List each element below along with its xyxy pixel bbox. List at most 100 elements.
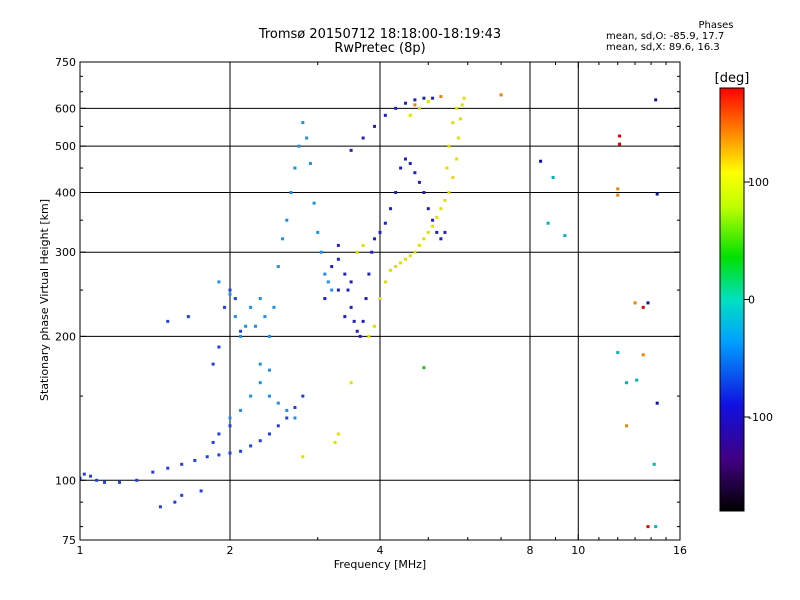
data-point <box>362 244 365 247</box>
data-point <box>413 98 416 101</box>
data-point <box>654 98 657 101</box>
data-point <box>343 273 346 276</box>
x-tick-label: 8 <box>527 544 534 557</box>
data-point <box>409 114 412 117</box>
data-point <box>289 191 292 194</box>
series-6 <box>547 176 658 528</box>
data-point <box>259 363 262 366</box>
series-1 <box>217 121 333 419</box>
data-point <box>268 335 271 338</box>
data-point <box>439 207 442 210</box>
series-0 <box>79 289 305 509</box>
data-point <box>83 473 86 476</box>
data-point <box>409 254 412 257</box>
data-point <box>234 297 237 300</box>
data-point <box>634 301 637 304</box>
phase-stats-heading: Phases <box>606 20 796 31</box>
data-point <box>435 231 438 234</box>
data-point <box>373 125 376 128</box>
data-point <box>223 306 226 309</box>
data-point <box>656 193 659 196</box>
data-point <box>212 363 215 366</box>
data-point <box>451 176 454 179</box>
data-point <box>443 199 446 202</box>
data-point <box>455 107 458 110</box>
data-point <box>285 416 288 419</box>
axis-ticks: 1 2 4 8 10 16 75 100 200 300 400 500 600 750 <box>55 56 687 557</box>
data-point <box>239 450 242 453</box>
data-point <box>353 320 356 323</box>
data-point <box>187 315 190 318</box>
data-point <box>285 409 288 412</box>
data-point <box>337 258 340 261</box>
phase-stats-x: mean, sd,X: 89.6, 16.3 <box>606 42 796 53</box>
series-4 <box>413 93 644 427</box>
data-point <box>350 306 353 309</box>
data-point <box>193 459 196 462</box>
data-point <box>418 181 421 184</box>
data-point <box>618 143 621 146</box>
colorbar-tick-label: 0 <box>748 294 755 307</box>
data-point <box>239 409 242 412</box>
data-point <box>151 471 154 474</box>
y-tick-label: 200 <box>55 330 76 343</box>
data-point <box>373 237 376 240</box>
data-point <box>413 103 416 106</box>
data-point <box>394 265 397 268</box>
data-point <box>330 265 333 268</box>
data-point <box>356 251 359 254</box>
data-point <box>259 381 262 384</box>
x-tick-label: 16 <box>673 544 687 557</box>
data-point <box>350 149 353 152</box>
data-point <box>293 416 296 419</box>
data-point <box>547 222 550 225</box>
data-point <box>379 231 382 234</box>
data-point <box>646 301 649 304</box>
x-tick-label: 2 <box>227 544 234 557</box>
data-point <box>461 103 464 106</box>
data-point <box>399 261 402 264</box>
data-point <box>625 381 628 384</box>
chart-subtitle: RwPretec (8p) <box>230 42 530 56</box>
data-point <box>389 269 392 272</box>
data-point <box>431 219 434 222</box>
y-tick-label: 750 <box>55 56 76 69</box>
data-point <box>217 346 220 349</box>
data-point <box>337 432 340 435</box>
data-point <box>285 219 288 222</box>
data-point <box>166 467 169 470</box>
data-point <box>272 306 275 309</box>
data-point <box>259 297 262 300</box>
data-point <box>455 158 458 161</box>
data-point <box>95 479 98 482</box>
data-point <box>427 100 430 103</box>
data-point <box>422 237 425 240</box>
data-point <box>616 351 619 354</box>
data-point <box>313 202 316 205</box>
data-point <box>445 167 448 170</box>
data-point <box>427 207 430 210</box>
x-tick-label: 1 <box>77 544 84 557</box>
data-point <box>362 320 365 323</box>
data-point <box>249 444 252 447</box>
data-point <box>451 121 454 124</box>
data-point <box>135 479 138 482</box>
data-point <box>367 273 370 276</box>
data-point <box>384 280 387 283</box>
data-point <box>356 330 359 333</box>
data-point <box>359 335 362 338</box>
data-point <box>281 237 284 240</box>
data-point <box>229 289 232 292</box>
data-point <box>301 121 304 124</box>
data-point <box>323 273 326 276</box>
data-point <box>384 114 387 117</box>
data-point <box>350 280 353 283</box>
data-point <box>323 297 326 300</box>
data-point <box>373 325 376 328</box>
data-point <box>234 315 237 318</box>
colorbar-ticks: 1000-100 <box>744 176 773 424</box>
data-point <box>435 216 438 219</box>
data-point <box>180 494 183 497</box>
data-point <box>217 280 220 283</box>
data-point <box>370 251 373 254</box>
